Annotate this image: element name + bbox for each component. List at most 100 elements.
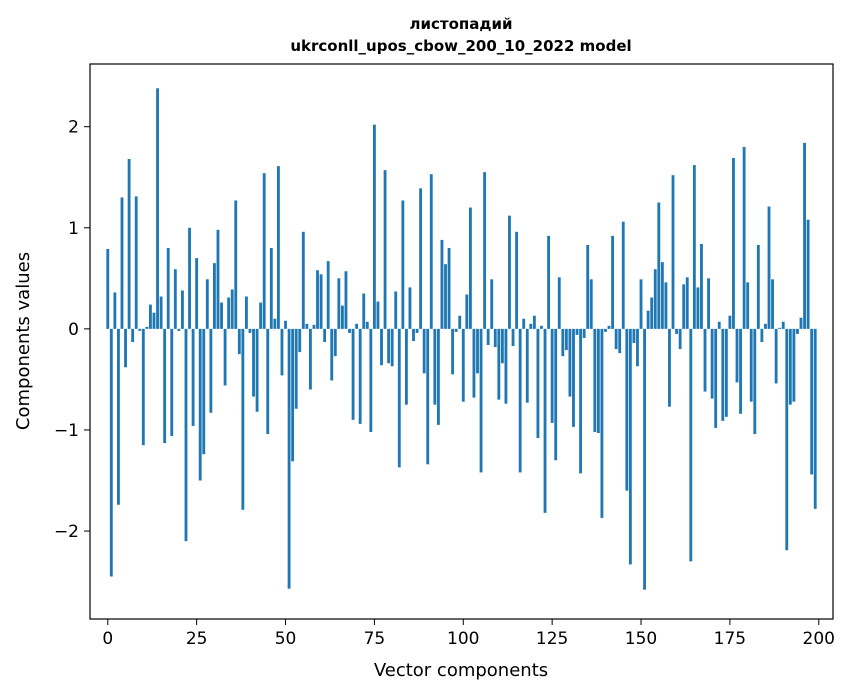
x-tick-label: 0	[102, 629, 113, 649]
bar-122	[540, 325, 543, 329]
bar-123	[543, 328, 547, 513]
bar-101	[465, 294, 469, 329]
bar-135	[586, 244, 590, 329]
bar-198	[810, 328, 814, 475]
bar-128	[561, 328, 565, 357]
bar-146	[625, 328, 629, 491]
bar-70	[355, 323, 359, 329]
bar-43	[259, 302, 263, 329]
bar-190	[781, 321, 785, 329]
bar-62	[326, 261, 330, 329]
x-tick-label: 25	[186, 629, 208, 649]
bar-172	[717, 321, 721, 329]
y-tick-label: 0	[68, 320, 79, 340]
bar-111	[500, 328, 504, 364]
bar-155	[657, 202, 661, 329]
bar-150	[639, 279, 643, 329]
bar-61	[323, 328, 327, 342]
x-tick-label: 200	[803, 629, 835, 649]
bar-15	[159, 296, 163, 329]
bar-185	[764, 323, 767, 329]
bar-31	[216, 229, 220, 329]
bar-106	[483, 172, 487, 329]
bar-3	[117, 328, 120, 505]
bar-118	[525, 328, 529, 403]
bar-184	[760, 328, 764, 342]
bar-27	[202, 328, 206, 455]
bar-159	[671, 175, 675, 329]
bar-196	[803, 142, 806, 329]
bar-162	[682, 284, 686, 329]
bar-141	[607, 325, 611, 329]
bar-54	[298, 328, 302, 353]
bar-127	[557, 277, 561, 329]
bar-108	[490, 279, 494, 329]
bar-192	[788, 328, 792, 405]
bar-161	[678, 328, 682, 350]
bar-149	[636, 328, 639, 367]
bar-131	[572, 328, 575, 427]
bar-134	[582, 328, 586, 338]
bar-187	[771, 279, 774, 329]
bar-37	[237, 328, 241, 355]
bar-89	[422, 328, 426, 374]
bar-152	[646, 310, 650, 329]
bar-178	[739, 328, 742, 414]
bar-84	[404, 328, 408, 405]
bar-179	[742, 146, 746, 329]
bar-93	[436, 328, 440, 425]
bar-64	[333, 328, 337, 357]
bar-28	[205, 279, 209, 329]
bar-13	[152, 312, 156, 329]
bar-182	[753, 328, 757, 434]
bar-115	[515, 231, 519, 329]
bar-20	[177, 328, 181, 331]
bar-95	[444, 264, 447, 329]
bar-157	[664, 282, 668, 329]
bar-50	[284, 320, 287, 329]
x-axis-ticks: 0 25 50 75 100 125 150 175 200	[102, 619, 835, 649]
bar-117	[522, 318, 526, 329]
bar-170	[710, 328, 714, 399]
bar-176	[732, 158, 735, 329]
bar-2	[113, 292, 117, 329]
bar-41	[252, 328, 255, 397]
bar-138	[596, 328, 600, 433]
bar-67	[344, 271, 348, 329]
bar-39	[245, 296, 248, 329]
bar-175	[728, 315, 732, 329]
bar-35	[230, 289, 234, 329]
bar-143	[614, 328, 618, 350]
bar-96	[447, 247, 451, 329]
bar-44	[262, 173, 266, 329]
bar-65	[337, 278, 341, 329]
bar-63	[330, 328, 334, 381]
y-tick-label: −2	[54, 522, 79, 542]
bar-26	[198, 328, 202, 481]
bar-194	[796, 328, 799, 334]
bar-97	[451, 328, 455, 375]
bar-104	[476, 328, 479, 374]
bar-75	[372, 124, 376, 329]
bar-140	[604, 328, 607, 332]
bar-177	[735, 328, 739, 383]
bar-105	[479, 328, 483, 473]
bar-145	[621, 221, 625, 329]
bar-79	[387, 328, 391, 364]
bar-193	[792, 328, 796, 402]
bar-86	[412, 328, 415, 341]
bar-78	[383, 170, 387, 329]
bar-32	[220, 302, 223, 329]
bar-19	[173, 269, 177, 329]
bar-85	[408, 287, 412, 329]
bar-38	[241, 328, 245, 510]
bar-0	[106, 249, 110, 329]
bar-33	[223, 328, 227, 386]
bar-154	[653, 269, 657, 329]
bar-6	[127, 159, 131, 329]
bar-124	[547, 235, 551, 329]
bar-100	[461, 328, 465, 402]
bar-102	[468, 207, 472, 329]
bar-68	[348, 328, 351, 333]
bar-7	[131, 328, 135, 342]
